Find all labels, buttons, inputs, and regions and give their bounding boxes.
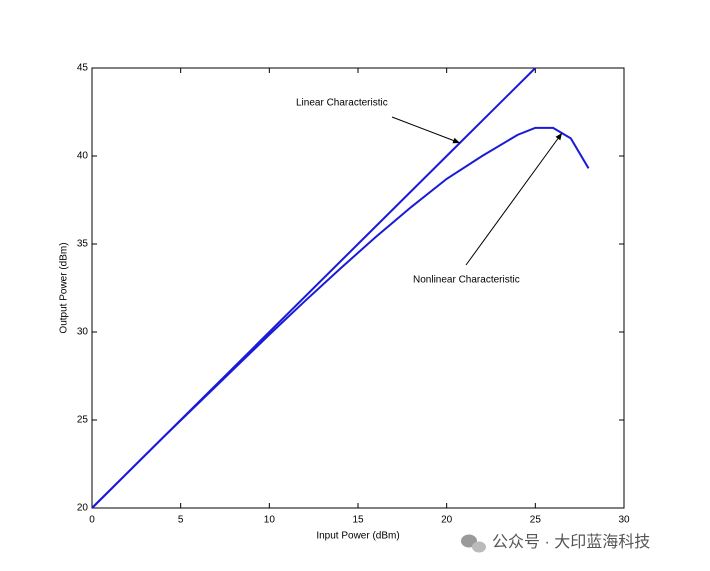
watermark-icon xyxy=(461,534,486,553)
x-tick-label: 20 xyxy=(441,515,453,526)
y-tick-label: 40 xyxy=(77,151,89,162)
x-tick-label: 0 xyxy=(89,515,95,526)
series-line xyxy=(91,126,590,509)
x-tick-label: 10 xyxy=(264,515,276,526)
x-axis-label: Input Power (dBm) xyxy=(316,531,399,542)
annotation-arrow xyxy=(391,116,461,144)
y-tick-label: 20 xyxy=(77,503,89,514)
annotation: Nonlinear Characteristic xyxy=(413,275,520,286)
annotation: Linear Characteristic xyxy=(296,98,388,109)
x-tick-label: 15 xyxy=(352,515,364,526)
y-tick-label: 25 xyxy=(77,415,89,426)
watermark: 公众号 · 大印蓝海科技 xyxy=(492,533,650,551)
annotation-arrow xyxy=(465,132,563,266)
y-axis-label: Output Power (dBm) xyxy=(59,242,70,333)
y-tick-label: 30 xyxy=(77,327,89,338)
x-tick-label: 25 xyxy=(530,515,542,526)
y-tick-label: 45 xyxy=(77,63,89,74)
x-tick-label: 5 xyxy=(178,515,184,526)
x-tick-label: 30 xyxy=(618,515,630,526)
y-tick-label: 35 xyxy=(77,239,89,250)
plot-frame xyxy=(91,67,625,509)
